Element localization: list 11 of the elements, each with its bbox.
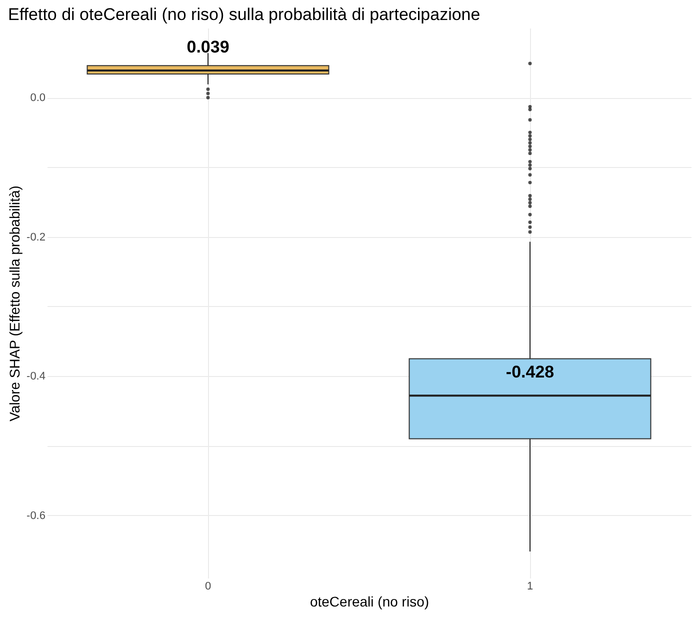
y-tick-label: -0.2: [26, 231, 46, 244]
chart-title: Effetto di oteCereali (no riso) sulla probabilità di partecipazione: [8, 5, 480, 24]
x-tick-label: 0: [204, 580, 212, 592]
y-tick-label: -0.6: [26, 510, 46, 522]
x-axis-title: oteCereali (no riso): [310, 594, 430, 610]
y-tick-label: 0.0: [30, 92, 46, 104]
x-tick-label: 1: [526, 580, 534, 592]
annotation: -0.428: [506, 362, 554, 382]
y-tick-label: -0.4: [26, 370, 46, 383]
annotation: 0.039: [186, 37, 230, 56]
y-axis-title: Valore SHAP (Effetto sulla probabilità): [6, 186, 23, 422]
